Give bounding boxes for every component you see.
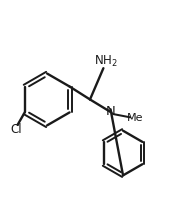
Text: Me: Me xyxy=(127,113,143,123)
Text: Cl: Cl xyxy=(10,123,22,136)
Text: N: N xyxy=(106,106,115,118)
Text: NH$_2$: NH$_2$ xyxy=(94,54,118,69)
